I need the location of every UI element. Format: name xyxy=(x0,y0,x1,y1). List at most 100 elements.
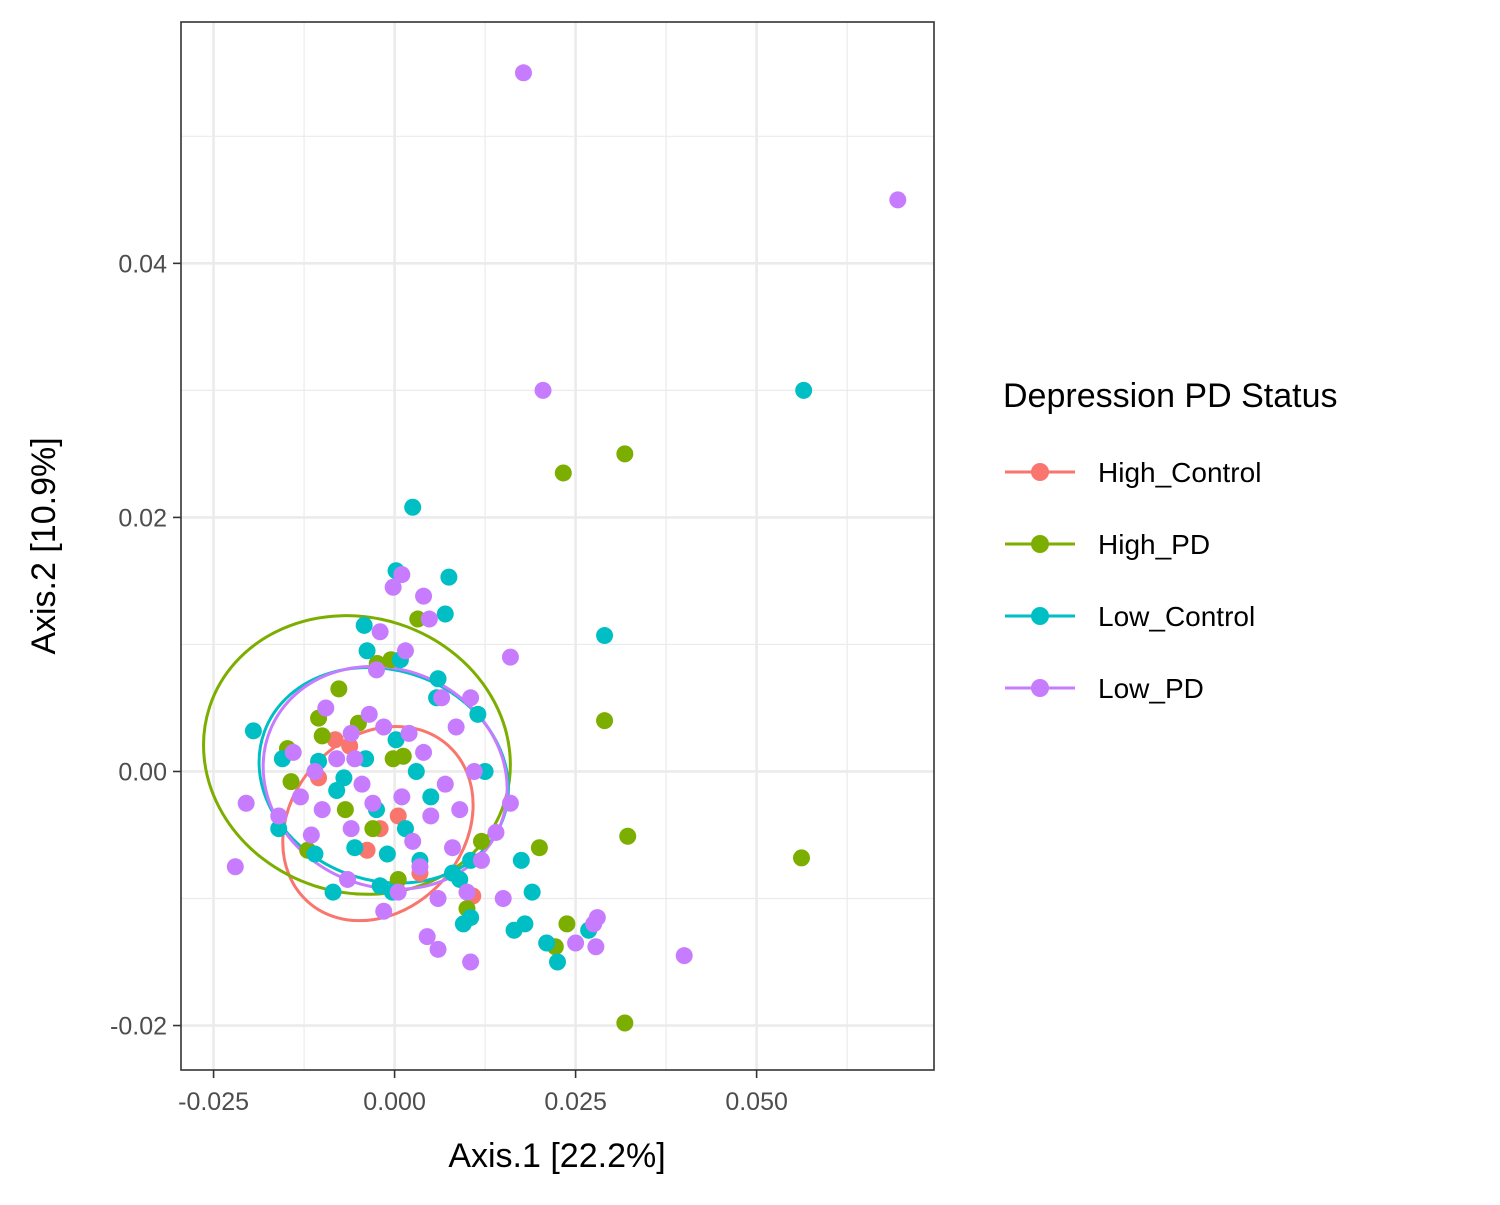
data-point xyxy=(462,953,480,971)
data-point xyxy=(411,858,429,876)
legend-label: High_Control xyxy=(1098,457,1261,488)
data-point xyxy=(400,724,418,742)
y-axis-title: Axis.2 [10.9%] xyxy=(25,437,63,654)
data-point xyxy=(407,762,425,780)
data-point xyxy=(393,788,411,806)
data-point xyxy=(367,661,385,679)
data-point xyxy=(422,807,440,825)
data-point xyxy=(422,788,440,806)
data-point xyxy=(469,705,487,723)
data-point xyxy=(462,689,480,707)
data-point xyxy=(389,807,407,825)
data-point xyxy=(675,947,693,965)
data-point xyxy=(302,826,320,844)
data-point xyxy=(389,883,407,901)
data-point xyxy=(330,680,348,698)
data-point xyxy=(396,642,414,660)
data-point xyxy=(514,64,532,82)
data-point xyxy=(487,823,505,841)
data-point xyxy=(793,849,811,867)
data-point xyxy=(501,648,519,666)
data-point xyxy=(889,191,907,209)
data-point xyxy=(226,858,244,876)
data-point xyxy=(436,775,454,793)
legend-label: High_PD xyxy=(1098,529,1210,560)
data-point xyxy=(270,807,288,825)
data-point xyxy=(447,718,465,736)
legend-key-point xyxy=(1031,607,1049,625)
data-point xyxy=(534,381,552,399)
data-point xyxy=(364,820,382,838)
series-low-pd xyxy=(226,64,907,971)
data-point xyxy=(313,801,331,819)
data-point xyxy=(396,820,414,838)
data-point xyxy=(317,699,335,717)
data-point xyxy=(596,627,614,645)
data-point xyxy=(458,883,476,901)
legend-item-low-pd: Low_PD xyxy=(1005,673,1204,704)
data-point xyxy=(291,788,309,806)
data-point xyxy=(558,915,576,933)
data-point xyxy=(328,750,346,768)
data-point xyxy=(375,902,393,920)
axes: -0.025 0.000 0.025 0.050 -0.02 0.00 0.02 0.04 xyxy=(110,250,788,1116)
data-point xyxy=(454,915,472,933)
data-point xyxy=(415,587,433,605)
data-point xyxy=(420,610,438,628)
data-point xyxy=(429,890,447,908)
data-point xyxy=(342,724,360,742)
data-point xyxy=(516,915,534,933)
data-point xyxy=(429,670,447,688)
legend-label: Low_PD xyxy=(1098,673,1204,704)
data-point xyxy=(360,705,378,723)
x-axis-title: Axis.1 [22.2%] xyxy=(448,1137,665,1175)
legend-label: Low_Control xyxy=(1098,601,1255,632)
data-point xyxy=(404,498,422,516)
data-point xyxy=(335,769,353,787)
data-point xyxy=(436,605,454,623)
data-point xyxy=(339,870,357,888)
data-point xyxy=(472,851,490,869)
data-point xyxy=(270,820,288,838)
y-tick-label: 0.04 xyxy=(118,250,167,278)
data-point xyxy=(364,794,382,812)
data-point xyxy=(324,883,342,901)
legend-key-point xyxy=(1031,535,1049,553)
data-point xyxy=(313,727,331,745)
data-point xyxy=(346,750,364,768)
data-point xyxy=(530,839,548,857)
data-point xyxy=(472,832,490,850)
data-point xyxy=(616,1014,634,1032)
data-point xyxy=(284,743,302,761)
legend-item-high-pd: High_PD xyxy=(1005,529,1210,560)
panel-border xyxy=(180,21,935,1071)
plot-panel xyxy=(181,22,934,1070)
data-point xyxy=(429,940,447,958)
data-point xyxy=(328,782,346,800)
data-point xyxy=(336,801,354,819)
data-point xyxy=(465,762,483,780)
data-point xyxy=(393,566,411,584)
legend: Depression PD Status High_Control High_PD… xyxy=(1003,377,1338,704)
x-tick-label: 0.050 xyxy=(725,1088,788,1116)
data-point xyxy=(554,464,572,482)
y-tick-label: -0.02 xyxy=(110,1013,167,1041)
data-point xyxy=(433,689,451,707)
x-tick-label: -0.025 xyxy=(178,1088,249,1116)
y-tick-label: 0.02 xyxy=(118,504,167,532)
data-point xyxy=(596,712,614,730)
y-tick-label: 0.00 xyxy=(118,758,167,786)
data-point xyxy=(378,845,396,863)
legend-key-point xyxy=(1031,679,1049,697)
legend-item-high-control: High_Control xyxy=(1005,457,1261,488)
data-point xyxy=(404,832,422,850)
data-point xyxy=(326,731,344,749)
data-point xyxy=(616,445,634,463)
data-point xyxy=(384,578,402,596)
data-point xyxy=(451,870,469,888)
data-point xyxy=(538,934,556,952)
data-point xyxy=(567,934,585,952)
data-point xyxy=(585,915,603,933)
data-point xyxy=(371,623,389,641)
data-point xyxy=(549,953,566,971)
